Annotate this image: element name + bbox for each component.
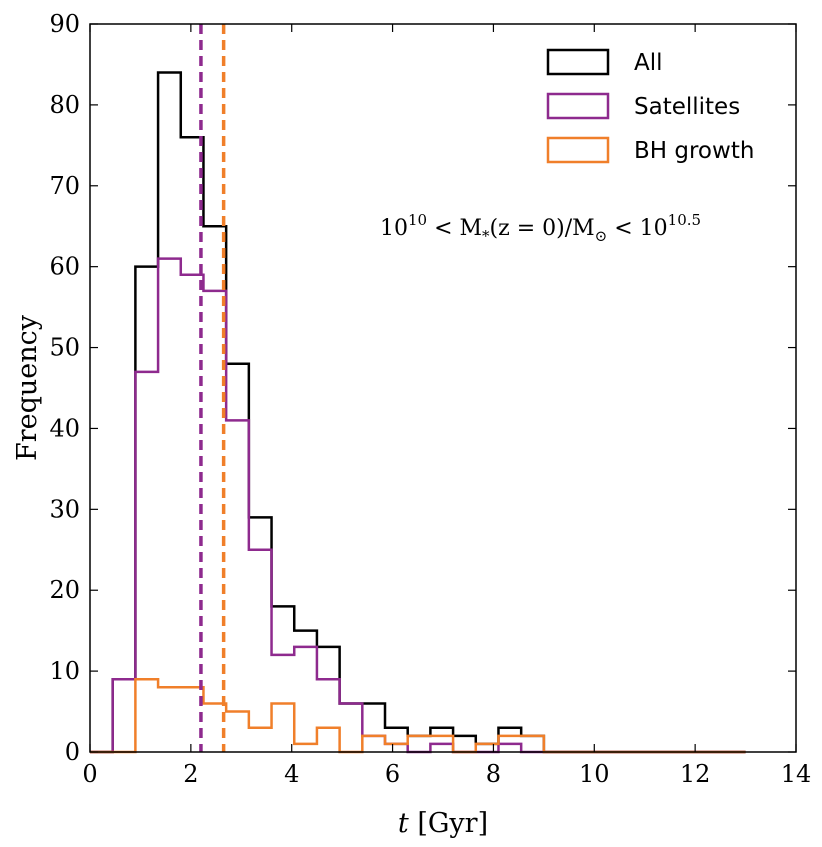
x-tick-label: 2 [183,760,198,788]
y-tick-label: 70 [49,172,80,200]
x-tick-label: 4 [284,760,299,788]
legend-swatch-bh-growth [546,136,610,164]
legend-swatch-satellites [546,92,610,120]
y-tick-label: 90 [49,10,80,38]
y-tick-label: 40 [49,414,80,442]
x-axis-unit: [Gyr] [409,808,488,839]
x-axis-title: t [Gyr] [398,808,488,839]
y-axis-title: Frequency [12,314,43,461]
mass-range-annotation: 1010 < M*(z = 0)/M⊙ < 1010.5 [380,211,701,245]
series-bh-growth-steps [90,677,746,754]
y-tick-label: 30 [49,495,80,523]
x-tick-label: 6 [385,760,400,788]
y-tick-label: 20 [49,576,80,604]
legend-label-satellites: Satellites [634,94,740,120]
x-tick-label: 14 [781,760,812,788]
legend: All Satellites BH growth [546,48,754,164]
y-tick-label: 60 [49,253,80,281]
series-satellites-steps [90,257,746,754]
x-tick-label: 12 [680,760,711,788]
legend-label-bh-growth: BH growth [634,138,754,164]
y-tick-label: 50 [49,334,80,362]
legend-label-all: All [634,50,663,76]
series-all-steps [90,71,746,754]
y-tick-label: 10 [49,657,80,685]
x-tick-label: 8 [486,760,501,788]
x-tick-label: 10 [579,760,610,788]
x-axis-variable: t [398,808,409,839]
plot-area [89,23,797,754]
y-tick-label: 0 [65,738,80,766]
plot-frame [89,23,797,753]
y-tick-label: 80 [49,91,80,119]
axis-ticks: 0 2 4 6 8 10 12 14 0 10 20 30 40 50 60 70 80 90 [49,10,811,788]
legend-swatch-all [546,48,610,76]
x-tick-label: 0 [82,760,97,788]
